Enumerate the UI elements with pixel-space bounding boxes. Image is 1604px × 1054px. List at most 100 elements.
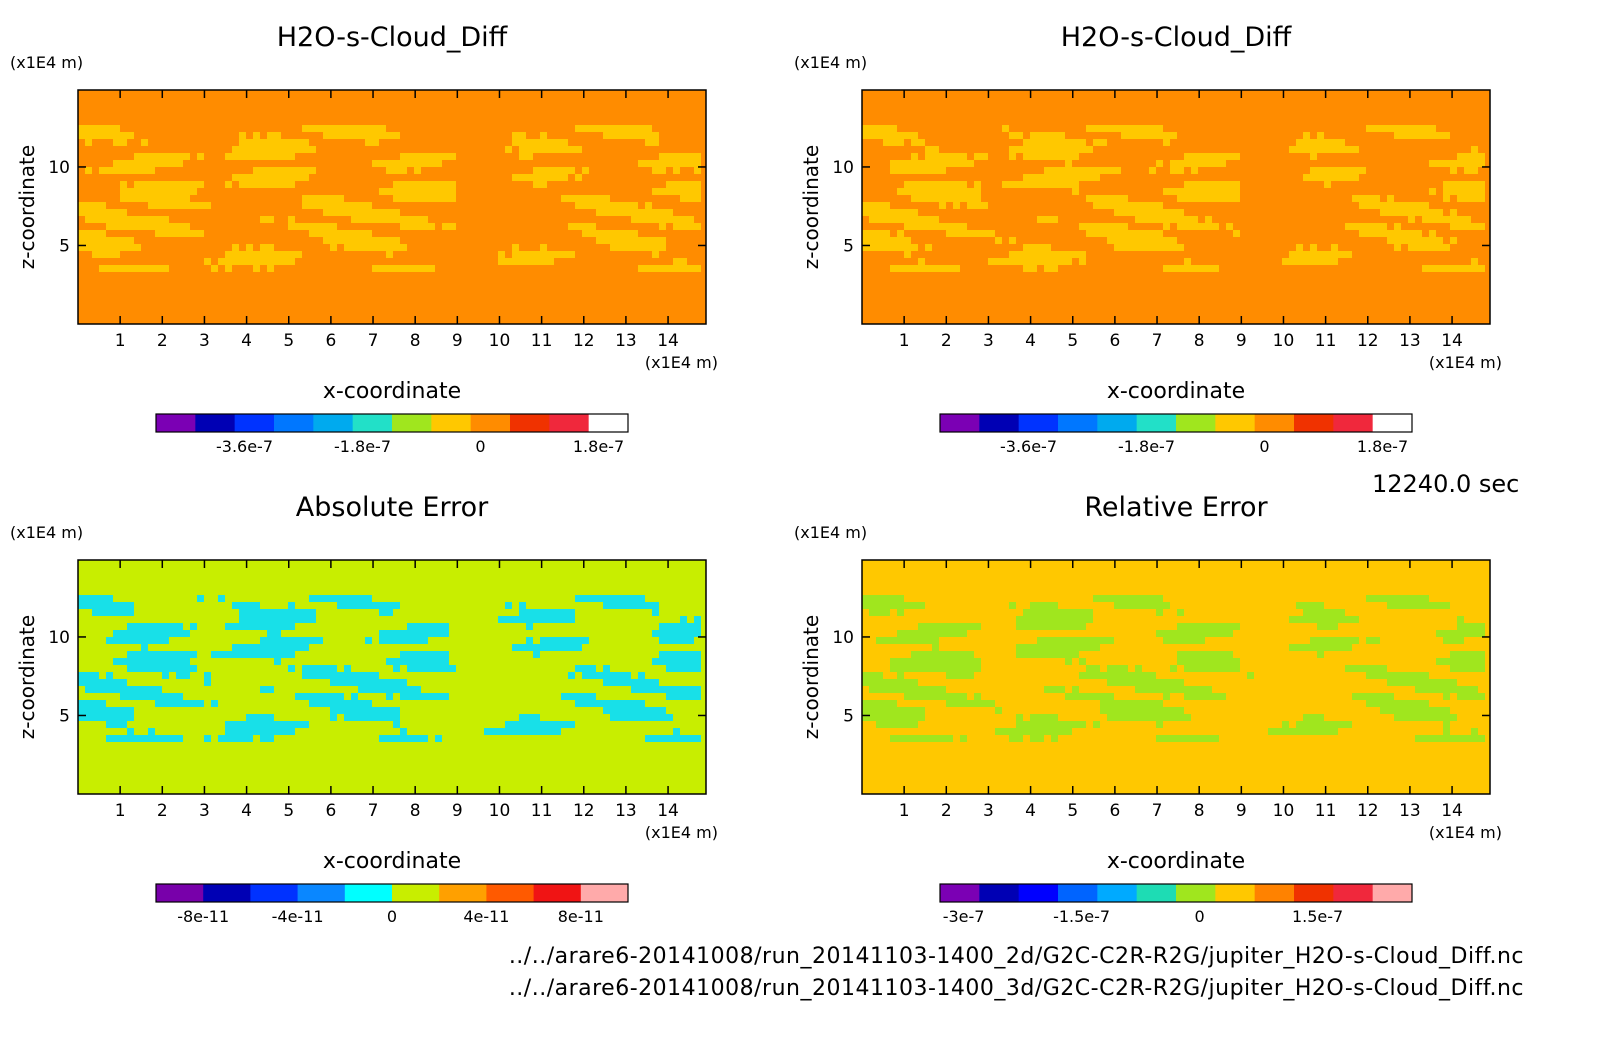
y-tick-label: 5 — [59, 706, 70, 726]
x-tick-label: 6 — [325, 331, 336, 351]
plot-frame — [77, 559, 707, 795]
x-tick-label: 14 — [657, 331, 679, 351]
chart-panel: H2O-s-Cloud_Diff(x1E4 m)1 2 3 4 5 6 7 8 9 10 11 12 1… — [794, 22, 1502, 456]
x-tick-label: 2 — [157, 801, 168, 821]
x-tick-label: 10 — [489, 801, 511, 821]
x-tick-label: 2 — [941, 331, 952, 351]
colorbar-segment — [588, 414, 629, 432]
colorbar-frame — [939, 413, 1413, 433]
colorbar-segment — [431, 414, 472, 432]
x-tick-label: 12 — [573, 331, 595, 351]
colorbar-tick-label: -1.8e-7 — [1118, 437, 1175, 456]
x-tick-label: 14 — [1441, 801, 1463, 821]
colorbar-segment — [344, 884, 393, 902]
x-tick-label: 12 — [573, 801, 595, 821]
colorbar-segment — [439, 884, 487, 902]
x-tick-label: 8 — [410, 801, 421, 821]
chart-panel: Absolute Error(x1E4 m)1 2 3 4 5 6 7 8 9 10 11 12 13 1… — [10, 492, 718, 926]
x-tick-label: 3 — [199, 801, 210, 821]
x-axis-label: x-coordinate — [323, 849, 461, 874]
y-axis-label: z-coordinate — [799, 615, 823, 739]
y-tick-label: 10 — [48, 628, 70, 648]
colorbar-segment — [510, 414, 550, 432]
y-axis-label: z-coordinate — [799, 145, 823, 269]
y-unit-label: (x1E4 m) — [794, 53, 867, 72]
x-tick-label: 5 — [283, 801, 294, 821]
colorbar-segment — [1294, 414, 1334, 432]
colorbar-tick-label: -3.6e-7 — [216, 437, 273, 456]
colorbar-segment — [1333, 884, 1374, 902]
colorbar-segment — [549, 414, 590, 432]
colorbar-segment — [1176, 884, 1216, 902]
colorbar-segment — [979, 884, 1020, 902]
colorbar-segment — [1215, 414, 1256, 432]
x-tick-label: 10 — [489, 331, 511, 351]
colorbar-segment — [1333, 414, 1374, 432]
colorbar-segment — [156, 884, 204, 902]
colorbar-segment — [392, 414, 432, 432]
x-tick-label: 6 — [1109, 331, 1120, 351]
x-tick-label: 2 — [157, 331, 168, 351]
x-tick-label: 14 — [1441, 331, 1463, 351]
chart-title: H2O-s-Cloud_Diff — [277, 22, 509, 53]
colorbar-segment — [250, 884, 299, 902]
x-tick-label: 9 — [1236, 801, 1247, 821]
field-pattern — [862, 595, 1485, 742]
x-tick-label: 6 — [1109, 801, 1120, 821]
colorbar-segment — [940, 884, 980, 902]
x-tick-label: 7 — [1152, 801, 1163, 821]
x-axis-label: x-coordinate — [1107, 849, 1245, 874]
x-tick-label: 13 — [615, 331, 637, 351]
x-tick-label: 3 — [199, 331, 210, 351]
x-tick-label: 8 — [1194, 801, 1205, 821]
x-tick-label: 8 — [1194, 331, 1205, 351]
timestamp-label: 12240.0 sec — [1372, 470, 1520, 498]
y-tick-label: 10 — [832, 158, 854, 178]
x-tick-label: 7 — [368, 331, 379, 351]
x-tick-label: 7 — [368, 801, 379, 821]
colorbar-tick-label: -3.6e-7 — [1000, 437, 1057, 456]
colorbar-segment — [1018, 884, 1059, 902]
colorbar-segment — [1254, 884, 1295, 902]
x-tick-label: 2 — [941, 801, 952, 821]
chart-title: Relative Error — [1084, 492, 1268, 523]
x-tick-label: 11 — [1315, 801, 1337, 821]
x-axis-label: x-coordinate — [1107, 379, 1245, 404]
x-tick-label: 1 — [899, 801, 910, 821]
y-unit-label: (x1E4 m) — [10, 523, 83, 542]
x-tick-label: 5 — [283, 331, 294, 351]
x-tick-label: 5 — [1067, 801, 1078, 821]
colorbar-segment — [392, 884, 440, 902]
colorbar-segment — [1372, 884, 1413, 902]
x-unit-label: (x1E4 m) — [1429, 353, 1502, 372]
colorbar-segment — [979, 414, 1020, 432]
colorbar-segment — [1058, 884, 1098, 902]
colorbar-segment — [533, 884, 582, 902]
colorbar-tick-label: -1.5e-7 — [1053, 907, 1110, 926]
x-tick-label: 11 — [531, 331, 553, 351]
colorbar-tick-label: 1.8e-7 — [573, 437, 624, 456]
colorbar-segment — [1215, 884, 1256, 902]
x-tick-label: 8 — [410, 331, 421, 351]
colorbar-segment — [274, 414, 314, 432]
colorbar-segment — [1097, 884, 1138, 902]
colorbar-segment — [195, 414, 236, 432]
plot-frame — [77, 89, 707, 325]
x-unit-label: (x1E4 m) — [645, 823, 718, 842]
x-tick-label: 1 — [115, 801, 126, 821]
x-tick-label: 10 — [1273, 331, 1295, 351]
x-tick-label: 12 — [1357, 801, 1379, 821]
colorbar-frame — [155, 883, 629, 903]
colorbar-segment — [486, 884, 535, 902]
x-tick-label: 1 — [115, 331, 126, 351]
y-tick-label: 10 — [48, 158, 70, 178]
colorbar-segment — [1254, 414, 1295, 432]
x-tick-label: 7 — [1152, 331, 1163, 351]
x-tick-label: 12 — [1357, 331, 1379, 351]
colorbar-tick-label: 0 — [1195, 907, 1205, 926]
colorbar-tick-label: -4e-11 — [272, 907, 324, 926]
colorbar-segment — [1372, 414, 1413, 432]
x-tick-label: 4 — [241, 331, 252, 351]
colorbar-segment — [313, 414, 354, 432]
colorbar-segment — [1097, 414, 1138, 432]
